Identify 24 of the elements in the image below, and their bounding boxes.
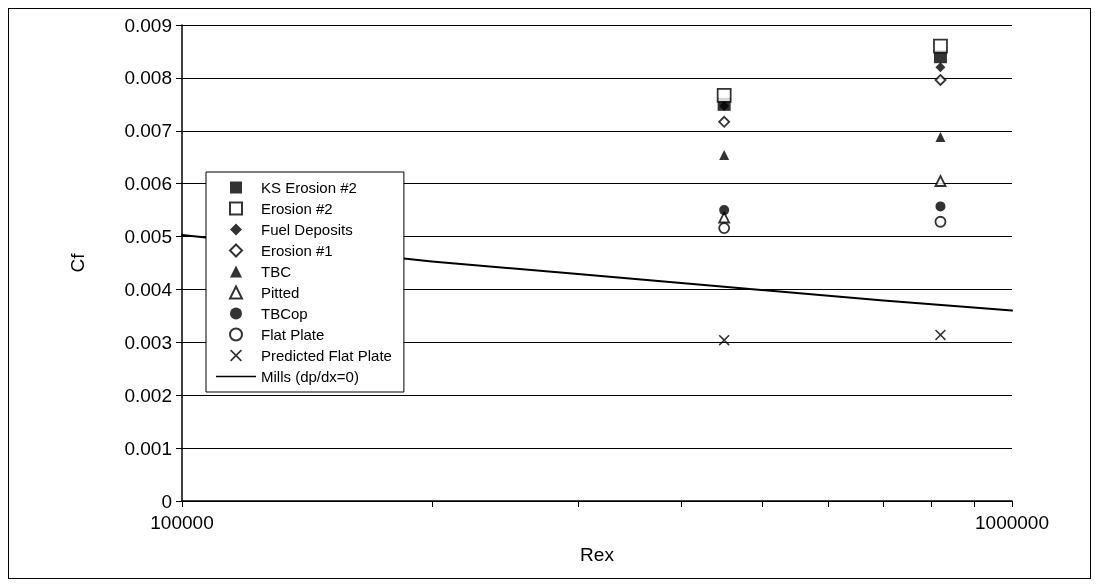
- legend-label: Flat Plate: [261, 326, 325, 343]
- y-tick-label: 0.001: [124, 437, 172, 459]
- legend-label: KS Erosion #2: [261, 179, 357, 196]
- legend-label: Mills (dp/dx=0): [261, 368, 359, 385]
- legend-label: TBC: [261, 263, 292, 280]
- y-tick-label: 0.004: [124, 278, 173, 300]
- legend-label: Predicted Flat Plate: [261, 347, 392, 364]
- legend-label: Fuel Deposits: [261, 221, 353, 238]
- x-tick-label: 100000: [150, 512, 214, 533]
- y-axis-title: Cf: [67, 252, 88, 273]
- y-tick-label: 0.008: [124, 67, 172, 89]
- y-tick-label: 0.009: [124, 14, 172, 36]
- y-tick-label: 0.006: [124, 173, 172, 195]
- y-tick-label: 0.007: [124, 120, 172, 142]
- legend-label: Erosion #1: [261, 242, 333, 259]
- legend-label: Pitted: [261, 284, 300, 301]
- legend-label: Erosion #2: [261, 200, 333, 217]
- x-tick-label: 1000000: [975, 512, 1049, 533]
- legend-label: TBCop: [261, 305, 308, 322]
- y-tick-label: 0.005: [124, 226, 172, 248]
- y-tick-label: 0.002: [124, 384, 172, 406]
- y-tick-label: 0.003: [124, 331, 172, 353]
- x-axis-title: Rex: [580, 544, 615, 565]
- y-tick-label: 0: [161, 490, 172, 512]
